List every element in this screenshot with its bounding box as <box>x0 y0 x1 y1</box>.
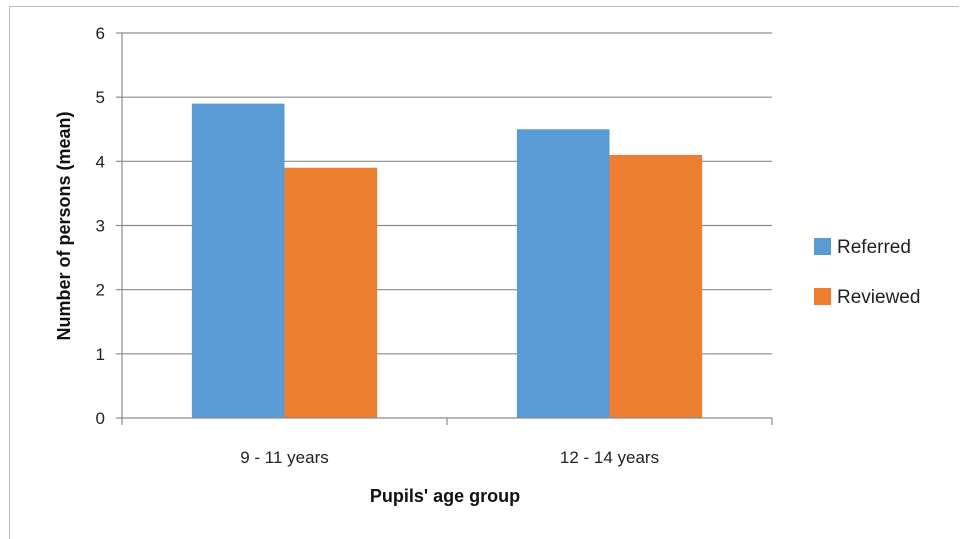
x-axis-title: Pupils' age group <box>370 486 520 506</box>
legend-swatch-referred <box>814 238 831 255</box>
bar-referred <box>191 103 285 418</box>
y-tick-label: 3 <box>96 217 105 236</box>
y-tick-label: 2 <box>96 281 105 300</box>
bars <box>191 103 703 418</box>
legend: Referred Reviewed <box>814 237 920 308</box>
legend-swatch-reviewed <box>814 288 831 305</box>
chart-frame <box>9 6 959 539</box>
bar-reviewed <box>609 154 703 418</box>
x-tick-label: 12 - 14 years <box>560 448 659 467</box>
x-tick-labels: 9 - 11 years 12 - 14 years <box>240 448 659 467</box>
legend-label: Reviewed <box>837 287 920 308</box>
y-tick-label: 1 <box>96 345 105 364</box>
y-tick-labels: 0 1 2 3 4 5 6 <box>96 24 105 428</box>
y-tick-label: 4 <box>96 152 105 171</box>
y-tick-label: 0 <box>96 409 105 428</box>
x-tick-label: 9 - 11 years <box>240 448 329 467</box>
bar-reviewed <box>284 167 378 418</box>
y-tick-label: 5 <box>96 88 105 107</box>
axes <box>121 33 773 425</box>
legend-label: Referred <box>837 237 911 258</box>
bar-referred <box>516 129 610 418</box>
y-axis-title: Number of persons (mean) <box>54 111 74 340</box>
y-tick-label: 6 <box>96 24 105 43</box>
